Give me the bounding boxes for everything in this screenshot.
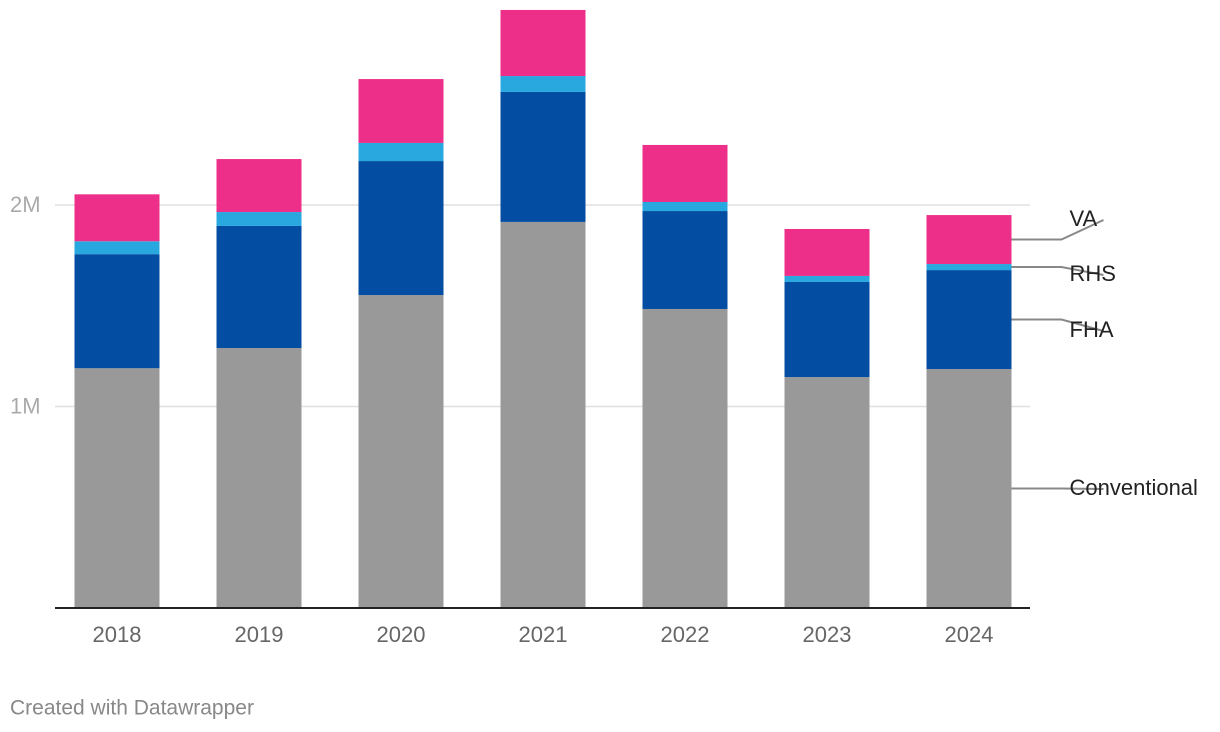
bar-segment: [926, 369, 1012, 608]
x-tick-label: 2023: [803, 622, 852, 647]
x-tick-label: 2022: [661, 622, 710, 647]
x-tick-label: 2021: [519, 622, 568, 647]
bar-segment: [500, 91, 586, 222]
bar-segment: [74, 194, 160, 242]
legend-label: VA: [1070, 206, 1098, 231]
legend-label: RHS: [1070, 261, 1116, 286]
bar-segment: [358, 142, 444, 162]
legend-leader: [1011, 266, 1104, 276]
y-tick-label: 2M: [10, 192, 41, 217]
bar-segment: [216, 212, 302, 226]
x-tick-label: 2019: [235, 622, 284, 647]
legend-leader: [1011, 318, 1104, 332]
bar-segment: [500, 221, 586, 608]
bar-segment: [784, 228, 870, 276]
bar-segment: [74, 254, 160, 369]
legend-leader: [1011, 219, 1104, 241]
bar-segment: [358, 295, 444, 608]
x-tick-label: 2018: [93, 622, 142, 647]
y-tick-label: 1M: [10, 393, 41, 418]
bar-segment: [358, 79, 444, 143]
x-tick-label: 2024: [945, 622, 994, 647]
bar-segment: [642, 308, 728, 608]
bar-segment: [642, 211, 728, 309]
bar-segment: [926, 270, 1012, 370]
bar-segment: [74, 368, 160, 608]
bar-segment: [784, 281, 870, 378]
bar-segment: [784, 275, 870, 282]
x-tick-label: 2020: [377, 622, 426, 647]
bar-segment: [74, 241, 160, 255]
bar-segment: [926, 264, 1012, 271]
bar-segment: [500, 9, 586, 77]
bar-segment: [642, 144, 728, 202]
bar-segment: [358, 161, 444, 296]
bar-segment: [216, 225, 302, 349]
bar-segment: [500, 76, 586, 92]
bar-segment: [926, 215, 1012, 265]
bar-segment: [216, 348, 302, 608]
legend-label: FHA: [1070, 317, 1114, 342]
bar-segment: [216, 159, 302, 213]
bar-segment: [642, 201, 728, 212]
legend-label: Conventional: [1070, 475, 1198, 500]
bar-segment: [784, 377, 870, 608]
credit: Created with Datawrapper: [10, 697, 254, 720]
